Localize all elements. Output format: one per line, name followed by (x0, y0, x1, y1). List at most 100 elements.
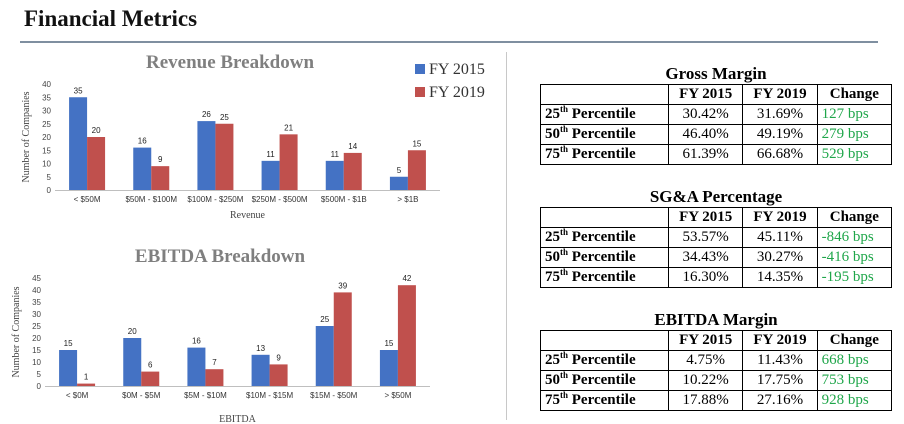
bar-fy2019 (269, 364, 288, 386)
cell-fy2019: 31.69% (742, 104, 818, 125)
table-row: 50th Percentile 46.40% 49.19% 279 bps (540, 124, 893, 145)
data-label: 25 (220, 113, 229, 122)
data-label: 6 (148, 361, 153, 370)
legend-swatch-fy2015 (415, 64, 425, 74)
page-title: Financial Metrics (24, 6, 198, 31)
y-tick-label: 5 (47, 173, 52, 182)
cell-change: 668 bps (816, 350, 893, 371)
row-label: 75th Percentile (540, 390, 669, 411)
x-tick-label: > $1B (397, 195, 418, 204)
ebitda-margin-table: FY 2015 FY 2019 Change 25th Percentile 4… (540, 330, 893, 411)
bar-fy2019 (279, 134, 298, 190)
cell-fy2015: 34.43% (667, 247, 744, 268)
data-label: 1 (84, 373, 89, 382)
section-divider (506, 52, 507, 420)
cell-fy2015: 30.42% (667, 104, 744, 125)
cell-change: 928 bps (816, 390, 893, 411)
y-axis-label: Number of Companies (21, 91, 32, 182)
x-tick-label: < $50M (74, 195, 101, 204)
bar-fy2019 (87, 137, 106, 190)
header-fy2015: FY 2015 (667, 330, 744, 351)
legend-label-fy2015: FY 2015 (429, 61, 485, 78)
bar-fy2015 (69, 97, 88, 190)
cell-fy2019: 30.27% (742, 247, 818, 268)
chart-title: EBITDA Breakdown (135, 246, 306, 267)
sga-percentage-table: FY 2015 FY 2019 Change 25th Percentile 5… (540, 207, 893, 288)
x-tick-label: > $50M (384, 391, 411, 400)
y-tick-label: 35 (32, 298, 41, 307)
row-label: 75th Percentile (540, 267, 669, 288)
y-tick-label: 20 (32, 334, 41, 343)
cell-change: 127 bps (816, 104, 893, 125)
x-axis-label: Revenue (230, 210, 266, 221)
ebitda-margin-block: EBITDA Margin FY 2015 FY 2019 Change 25t… (540, 310, 893, 411)
y-tick-label: 10 (32, 358, 41, 367)
table-row: 50th Percentile 34.43% 30.27% -416 bps (540, 247, 893, 268)
bar-fy2019 (333, 292, 352, 386)
ebitda-breakdown-chart: EBITDA Breakdown 0 5 10 15 20 25 30 35 40 45 Number… (11, 246, 430, 424)
table-row: 50th Percentile 10.22% 17.75% 753 bps (540, 370, 893, 391)
row-label: 50th Percentile (540, 124, 669, 145)
header-change: Change (816, 84, 893, 105)
y-tick-label: 35 (42, 93, 51, 102)
bar-fy2015 (133, 147, 152, 190)
cell-fy2019: 45.11% (742, 227, 818, 248)
data-label: 11 (266, 150, 275, 159)
bar-fy2019 (407, 150, 426, 190)
bar-fy2015 (325, 160, 344, 190)
row-label: 25th Percentile (540, 227, 669, 248)
ebitda-margin-title: EBITDA Margin (654, 310, 778, 329)
y-tick-label: 15 (42, 146, 51, 155)
cell-fy2015: 53.57% (667, 227, 744, 248)
legend-label-fy2019: FY 2019 (429, 84, 485, 101)
cell-change: -195 bps (816, 267, 893, 288)
y-tick-label: 30 (32, 310, 41, 319)
row-label: 75th Percentile (540, 144, 669, 165)
bar-fy2015 (59, 350, 78, 386)
chart-title: Revenue Breakdown (146, 52, 314, 73)
data-label: 16 (138, 137, 147, 146)
x-tick-label: < $0M (66, 391, 89, 400)
header-blank (540, 330, 669, 351)
bar-fy2015 (123, 338, 142, 386)
bar-fy2015 (379, 350, 398, 386)
bar-fy2019 (205, 369, 224, 386)
data-label: 9 (276, 353, 281, 362)
data-label: 16 (192, 337, 201, 346)
y-tick-label: 25 (32, 322, 41, 331)
row-label: 50th Percentile (540, 370, 669, 391)
bar-fy2015 (261, 160, 280, 190)
legend-swatch-fy2019 (415, 87, 425, 97)
table-row: 25th Percentile 30.42% 31.69% 127 bps (540, 104, 893, 125)
bar-fy2019 (397, 285, 416, 386)
x-tick-label: $100M - $250M (187, 195, 243, 204)
row-label: 25th Percentile (540, 350, 669, 371)
y-tick-label: 0 (37, 382, 42, 391)
bar-fy2015 (251, 354, 270, 386)
header-change: Change (816, 207, 893, 228)
cell-change: 753 bps (816, 370, 893, 391)
x-tick-label: $250M - $500M (252, 195, 308, 204)
y-tick-label: 15 (32, 346, 41, 355)
bar-fy2019 (343, 152, 362, 190)
sga-percentage-title: SG&A Percentage (649, 187, 783, 206)
header-fy2015: FY 2015 (667, 207, 744, 228)
data-label: 13 (256, 344, 265, 353)
header-change: Change (816, 330, 893, 351)
table-row: 75th Percentile 16.30% 14.35% -195 bps (540, 267, 893, 288)
data-label: 35 (74, 86, 83, 95)
gross-margin-block: Gross Margin FY 2015 FY 2019 Change 25th… (540, 64, 893, 165)
cell-fy2019: 66.68% (742, 144, 818, 165)
data-label: 26 (202, 110, 211, 119)
data-label: 42 (402, 274, 411, 283)
x-tick-label: $0M - $5M (122, 391, 161, 400)
data-label: 14 (348, 142, 357, 151)
bar-fy2019 (215, 123, 234, 190)
gross-margin-title: Gross Margin (665, 64, 767, 83)
cell-fy2015: 4.75% (667, 350, 744, 371)
data-label: 20 (128, 327, 137, 336)
data-label: 5 (397, 166, 402, 175)
cell-fy2019: 49.19% (742, 124, 818, 145)
row-label: 50th Percentile (540, 247, 669, 268)
y-tick-label: 20 (42, 133, 51, 142)
